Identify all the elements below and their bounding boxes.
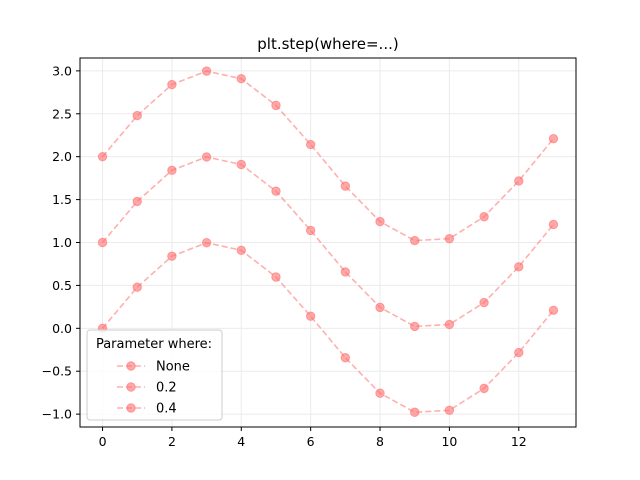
series-none <box>97 238 559 417</box>
x-tick-label-3: 6 <box>307 434 315 449</box>
data-point-0-2-7 <box>340 267 351 277</box>
legend-box <box>86 329 223 421</box>
data-point-0-2-8 <box>375 302 385 313</box>
series-0-2 <box>97 152 559 332</box>
data-point-none-7 <box>340 353 351 363</box>
data-point-none-6 <box>305 311 316 321</box>
data-point-none-9 <box>410 407 420 417</box>
data-point-0-2-13 <box>548 219 559 230</box>
legend-title: Parameter where: <box>96 337 212 352</box>
data-point-0-2-5 <box>271 186 281 196</box>
data-point-0-2-6 <box>305 225 316 236</box>
legend-marker-none <box>126 361 136 371</box>
data-point-0-2-2 <box>167 165 177 176</box>
data-point-0-2-1 <box>132 196 142 207</box>
data-point-0-4-7 <box>340 181 351 191</box>
data-point-0-4-8 <box>375 216 385 227</box>
data-point-0-2-10 <box>444 319 455 330</box>
data-point-0-4-5 <box>271 100 281 111</box>
data-point-0-2-11 <box>479 297 489 308</box>
data-point-0-4-3 <box>201 66 212 76</box>
x-tick-label-1: 2 <box>168 434 176 449</box>
data-point-none-13 <box>548 305 559 315</box>
legend-label-none: None <box>156 360 190 375</box>
data-point-none-3 <box>201 238 212 248</box>
y-tick-label-7: 2.5 <box>52 106 72 121</box>
data-point-none-1 <box>132 282 142 292</box>
legend-entry-0-2: 0.2 <box>117 381 177 396</box>
data-point-0-4-10 <box>444 233 455 244</box>
y-tick-label-4: 1.0 <box>52 235 72 250</box>
data-point-0-4-11 <box>479 212 489 222</box>
y-tick-label-0: −1.0 <box>42 407 72 422</box>
series-line-0-4 <box>101 70 555 242</box>
data-point-none-2 <box>167 251 177 261</box>
data-point-none-11 <box>479 383 489 394</box>
legend-entry-none: None <box>117 360 190 375</box>
data-point-0-2-4 <box>236 159 246 170</box>
data-point-0-4-12 <box>514 176 524 186</box>
data-point-0-4-6 <box>305 139 316 150</box>
x-tick-label-5: 10 <box>441 434 457 449</box>
series-0-4 <box>97 66 559 246</box>
data-point-0-4-4 <box>236 73 246 84</box>
chart-title: plt.step(where=...) <box>257 35 398 53</box>
data-point-none-5 <box>271 272 281 282</box>
series-lines <box>97 66 559 417</box>
legend-label-0-4: 0.4 <box>156 402 177 417</box>
series-line-0-2 <box>101 156 555 328</box>
data-point-0-4-0 <box>97 151 108 162</box>
y-tick-label-6: 2.0 <box>52 149 72 164</box>
data-point-0-4-1 <box>132 110 142 121</box>
data-point-0-2-0 <box>97 237 108 248</box>
data-point-0-4-13 <box>548 133 559 144</box>
y-tick-label-2: 0.0 <box>52 321 72 336</box>
y-tick-label-8: 3.0 <box>52 63 72 78</box>
x-tick-label-0: 0 <box>99 434 107 449</box>
legend-marker-0-4 <box>126 403 136 413</box>
series-line-none <box>101 241 555 414</box>
data-point-0-4-2 <box>167 79 177 90</box>
data-point-0-2-3 <box>201 152 212 162</box>
data-point-none-8 <box>375 388 385 398</box>
legend-marker-0-2 <box>126 382 136 392</box>
legend-label-0-2: 0.2 <box>156 381 177 396</box>
x-tick-label-2: 4 <box>237 434 245 449</box>
axis-ticks: 0 2 4 6 8 10 12 −1.0 −0.5 0.0 0.5 1.0 1.5 2.0 2.5 3.0 <box>42 63 527 449</box>
data-point-none-4 <box>236 245 246 256</box>
legend: Parameter where: None 0.2 0.4 <box>86 329 223 421</box>
x-tick-label-6: 12 <box>511 434 527 449</box>
y-tick-label-1: −0.5 <box>42 364 72 379</box>
data-point-none-10 <box>444 405 455 415</box>
data-point-0-2-9 <box>410 321 420 332</box>
data-point-0-4-9 <box>410 235 420 246</box>
legend-entry-0-4: 0.4 <box>117 402 177 417</box>
data-point-none-12 <box>514 347 524 358</box>
y-tick-label-3: 0.5 <box>52 278 72 293</box>
data-point-0-2-12 <box>514 262 524 272</box>
y-tick-label-5: 1.5 <box>52 192 72 207</box>
x-tick-label-4: 8 <box>376 434 384 449</box>
